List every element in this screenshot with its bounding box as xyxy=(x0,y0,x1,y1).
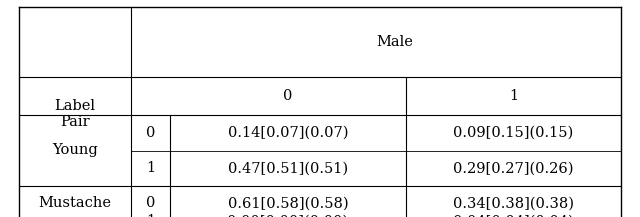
Text: 0: 0 xyxy=(284,89,292,103)
Text: 0.14[0.07](0.07): 0.14[0.07](0.07) xyxy=(228,126,348,140)
Text: 1: 1 xyxy=(146,214,155,217)
Text: Male: Male xyxy=(377,35,413,49)
Text: 0.04[0.04](0.04): 0.04[0.04](0.04) xyxy=(453,214,574,217)
Text: 0.09[0.15](0.15): 0.09[0.15](0.15) xyxy=(454,126,573,140)
Text: 1: 1 xyxy=(146,161,155,175)
Text: Label
Pair: Label Pair xyxy=(54,99,96,129)
Text: 1: 1 xyxy=(509,89,518,103)
Text: Young: Young xyxy=(52,143,98,157)
Text: 0.00[0.00](0.00): 0.00[0.00](0.00) xyxy=(227,214,349,217)
Text: 0: 0 xyxy=(146,196,155,210)
Text: Mustache: Mustache xyxy=(38,196,112,210)
Text: 0.34[0.38](0.38): 0.34[0.38](0.38) xyxy=(453,196,574,210)
Text: 0: 0 xyxy=(146,126,155,140)
Text: 0.29[0.27](0.26): 0.29[0.27](0.26) xyxy=(453,161,574,175)
Text: 0.61[0.58](0.58): 0.61[0.58](0.58) xyxy=(228,196,348,210)
Text: 0.47[0.51](0.51): 0.47[0.51](0.51) xyxy=(228,161,348,175)
